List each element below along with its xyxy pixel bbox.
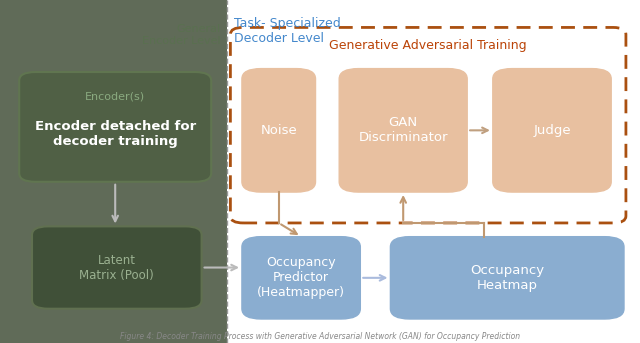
Text: Encoder detached for
decoder training: Encoder detached for decoder training (35, 120, 196, 148)
Text: Judge: Judge (533, 124, 571, 137)
Text: GAN
Discriminator: GAN Discriminator (358, 116, 448, 144)
FancyBboxPatch shape (242, 69, 316, 192)
FancyBboxPatch shape (32, 226, 202, 309)
Text: General
Encoder Level: General Encoder Level (142, 24, 221, 46)
FancyBboxPatch shape (390, 237, 624, 319)
FancyBboxPatch shape (19, 72, 211, 182)
FancyBboxPatch shape (493, 69, 611, 192)
Text: Figure 4: Decoder Training Process with Generative Adversarial Network (GAN) for: Figure 4: Decoder Training Process with … (120, 332, 520, 341)
Text: Occupancy
Heatmap: Occupancy Heatmap (470, 264, 544, 292)
FancyBboxPatch shape (242, 237, 360, 319)
Text: Occupancy
Predictor
(Heatmapper): Occupancy Predictor (Heatmapper) (257, 256, 345, 299)
Text: Task- Specialized
Decoder Level: Task- Specialized Decoder Level (234, 17, 340, 45)
FancyBboxPatch shape (339, 69, 467, 192)
Text: Encoder(s): Encoder(s) (85, 91, 145, 101)
Text: Noise: Noise (260, 124, 297, 137)
FancyBboxPatch shape (0, 0, 227, 343)
Text: Generative Adversarial Training: Generative Adversarial Training (330, 39, 527, 52)
Text: Latent
Matrix (Pool): Latent Matrix (Pool) (79, 253, 154, 282)
